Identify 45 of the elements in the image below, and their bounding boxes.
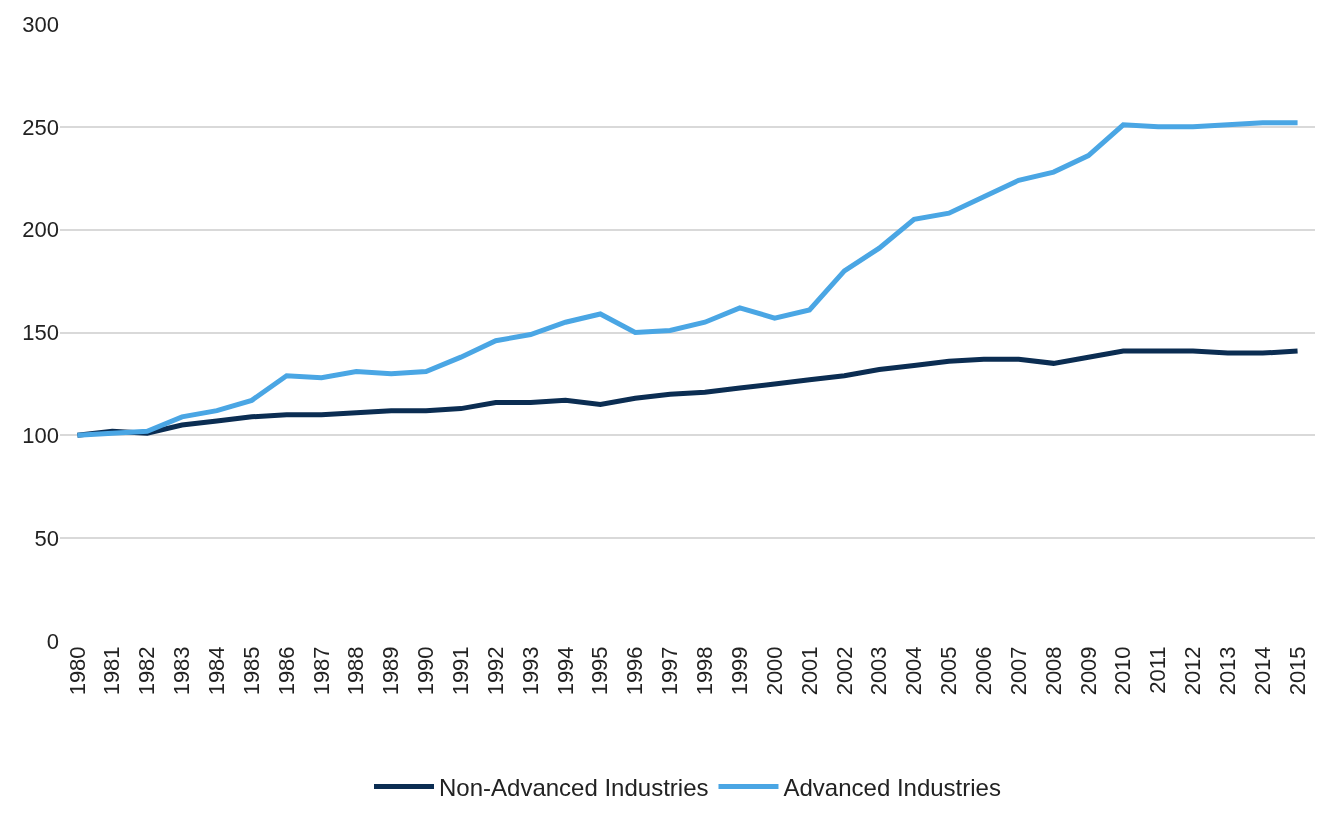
- x-tick-label: 2009: [1075, 646, 1101, 696]
- legend-label: Non-Advanced Industries: [439, 773, 709, 801]
- x-tick-label: 1982: [134, 646, 160, 696]
- x-tick-label: 1984: [204, 646, 230, 696]
- x-tick-label: 1983: [169, 646, 195, 696]
- x-tick-label: 1996: [622, 646, 648, 696]
- x-tick-label: 1991: [448, 646, 474, 696]
- x-tick-label: 1981: [99, 646, 125, 696]
- x-tick-label: 1990: [413, 646, 439, 696]
- x-tick-label: 2005: [936, 646, 962, 696]
- x-tick-label: 1994: [552, 646, 578, 696]
- x-tick-label: 1988: [343, 646, 369, 696]
- x-tick-label: 1992: [482, 646, 508, 696]
- y-tick-label: 50: [34, 525, 59, 551]
- x-tick-label: 1989: [378, 646, 404, 696]
- x-tick-label: 2004: [901, 646, 927, 696]
- x-tick-label: 2015: [1284, 646, 1310, 696]
- x-tick-label: 2008: [1040, 646, 1066, 696]
- x-tick-label: 2011: [1145, 646, 1171, 694]
- y-tick-label: 250: [22, 114, 59, 140]
- x-tick-label: 1995: [587, 646, 613, 696]
- x-tick-label: 1998: [692, 646, 718, 696]
- x-tick-label: 2007: [1005, 646, 1031, 696]
- x-tick-label: 2013: [1215, 646, 1240, 696]
- x-tick-label: 2012: [1180, 646, 1206, 696]
- legend-label: Advanced Industries: [783, 773, 1001, 801]
- x-tick-label: 2006: [970, 646, 996, 696]
- x-tick-label: 1997: [657, 646, 683, 696]
- y-tick-label: 200: [22, 217, 59, 243]
- x-tick-label: 1985: [238, 646, 264, 696]
- x-tick-label: 1999: [726, 646, 752, 696]
- x-tick-label: 2000: [761, 646, 787, 696]
- x-tick-label: 2002: [831, 646, 857, 696]
- y-tick-label: 100: [22, 423, 59, 449]
- x-tick-label: 2001: [796, 646, 822, 696]
- x-tick-label: 2014: [1249, 646, 1275, 696]
- x-tick-label: 1987: [308, 646, 334, 696]
- x-tick-label: 1993: [517, 646, 543, 696]
- x-tick-label: 2003: [866, 646, 892, 696]
- x-tick-label: 1986: [273, 646, 299, 696]
- x-tick-label: 2010: [1110, 646, 1136, 696]
- y-tick-label: 0: [46, 628, 59, 654]
- y-tick-label: 300: [22, 11, 59, 37]
- y-tick-label: 150: [22, 320, 59, 346]
- x-tick-label: 1980: [64, 646, 90, 696]
